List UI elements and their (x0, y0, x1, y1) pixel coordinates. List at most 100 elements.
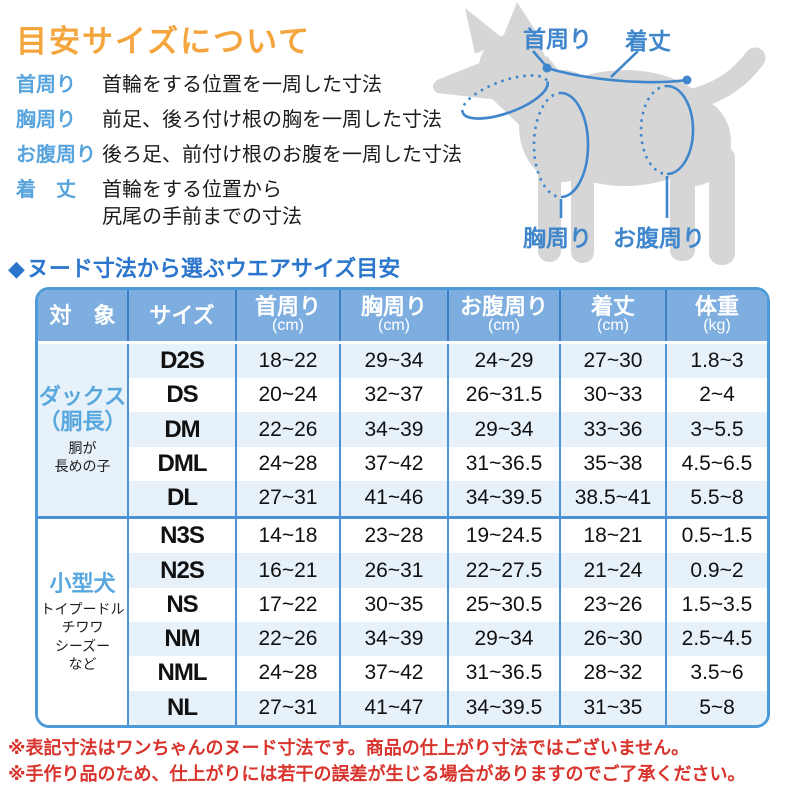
cell-neck: 14~18 (236, 515, 341, 554)
cell-neck: 18~22 (236, 342, 341, 379)
cell-belly: 19~24.5 (448, 515, 561, 554)
cell-neck: 17~22 (236, 587, 341, 622)
header-length: 着丈 (cm) (560, 290, 667, 344)
header-size: サイズ (128, 290, 237, 344)
cell-length: 33~36 (560, 412, 667, 447)
cell-weight: 2.5~4.5 (666, 621, 767, 657)
header-neck: 首周り (cm) (236, 290, 341, 344)
definition-term: 着 丈 (16, 179, 76, 201)
group-dachshund: ダックス （胴長） 胴が 長めの子 (38, 342, 129, 518)
diagram-neck-label: 首周り (523, 26, 592, 52)
size-label: DS (128, 378, 237, 413)
table-row: 小型犬 トイプードル チワワ シーズー など N3S 14~18 23~28 1… (38, 515, 767, 725)
diagram-length-label: 着丈 (625, 28, 671, 54)
size-label: DML (128, 446, 237, 482)
definition-desc: 後ろ足、前付け根のお腹を一周した寸法 (102, 144, 462, 166)
definition-length: 着 丈 首輪をする位置から 尻尾の手前までの寸法 (16, 177, 462, 231)
diamond-bullet-icon: ◆ (8, 256, 25, 281)
definition-term: お腹周り (16, 144, 96, 166)
definition-desc-line2: 尻尾の手前までの寸法 (102, 206, 302, 228)
footnote-handmade: ※手作り品のため、仕上がりには若干の誤差が生じる場合がありますのでご了承ください… (8, 764, 746, 784)
diagram-chest-label: 胸周り (523, 225, 592, 251)
cell-neck: 24~28 (236, 446, 341, 482)
diagram-belly-label: お腹周り (613, 225, 705, 251)
cell-weight: 1.8~3 (666, 342, 767, 379)
table-row: DML 24~28 37~42 31~36.5 35~38 4.5~6.5 (38, 446, 767, 482)
cell-length: 28~32 (560, 656, 667, 691)
length-leader-line (610, 50, 639, 78)
definition-desc-line1: 首輪をする位置から (102, 179, 282, 201)
cell-neck: 27~31 (236, 481, 341, 518)
cell-chest: 41~47 (340, 690, 449, 725)
dog-silhouette-illustration (433, 2, 766, 265)
size-label: D2S (128, 342, 237, 379)
cell-belly: 34~39.5 (448, 690, 561, 725)
definition-desc: 前足、後ろ付け根の胸を一周した寸法 (102, 109, 442, 131)
belly-measure-ellipse (639, 84, 695, 176)
cell-chest: 26~31 (340, 553, 449, 588)
definition-belly: お腹周り 後ろ足、前付け根のお腹を一周した寸法 (16, 142, 462, 169)
chest-measure-ellipse (532, 91, 590, 199)
cell-belly: 34~39.5 (448, 481, 561, 518)
cell-neck: 27~31 (236, 690, 341, 725)
cell-weight: 1.5~3.5 (681, 592, 753, 616)
cell-belly: 29~34 (448, 621, 561, 657)
header-belly: お腹周り (cm) (448, 290, 561, 344)
definition-term: 首周り (16, 74, 76, 96)
size-label: NM (128, 621, 237, 657)
page-title: 目安サイズについて (16, 24, 312, 59)
size-label: NS (128, 587, 237, 622)
neck-leader-line (532, 50, 547, 67)
cell-chest: 37~42 (340, 656, 449, 691)
table-header-row: 対 象 サイズ 首周り (cm) 胸周り (cm) お腹周り (cm) 着丈 (cm) … (38, 290, 767, 344)
table-row: ダックス （胴長） 胴が 長めの子 D2S 18~22 29~34 24~29 … (38, 342, 767, 518)
cell-length: 23~26 (560, 587, 667, 622)
group-small-dog: 小型犬 トイプードル チワワ シーズー など (38, 515, 129, 725)
cell-length: 18~21 (560, 515, 667, 554)
size-label: DM (128, 412, 237, 447)
size-label: NML (128, 656, 237, 691)
dog-measurement-diagram: 首周り 着丈 胸周り お腹周り (425, 0, 800, 272)
back-length-line (546, 66, 688, 84)
cell-weight: 0.5~1.5 (666, 515, 767, 554)
definition-term: 胸周り (16, 109, 76, 131)
definition-neck: 首周り 首輪をする位置を一周した寸法 (16, 72, 462, 99)
definition-desc: 首輪をする位置から 尻尾の手前までの寸法 (102, 177, 302, 231)
table-row: NL 27~31 41~47 34~39.5 31~35 5~8 (38, 690, 767, 725)
table-row: N2S 16~21 26~31 22~27.5 21~24 0.9~2 (38, 553, 767, 588)
cell-weight: 5.5~8 (666, 481, 767, 518)
table-row: NM 22~26 34~39 29~34 26~30 2.5~4.5 (38, 621, 767, 657)
cell-chest: 34~39 (340, 621, 449, 657)
cell-neck: 22~26 (236, 621, 341, 657)
measurement-definitions: 首周り 首輪をする位置を一周した寸法 胸周り 前足、後ろ付け根の胸を一周した寸法… (16, 72, 462, 239)
cell-length: 27~30 (560, 342, 667, 379)
cell-belly: 31~36.5 (448, 446, 561, 482)
cell-length: 35~38 (560, 446, 667, 482)
footnotes: ※表記寸法はワンちゃんのヌード寸法です。商品の仕上がり寸法ではございません。 ※… (8, 735, 746, 787)
neck-measure-ellipse (461, 74, 549, 120)
cell-belly: 25~30.5 (448, 587, 561, 622)
table-section-title: ◆ヌード寸法から選ぶウエアサイズ目安 (8, 251, 400, 283)
cell-weight: 3.5~6 (690, 661, 744, 685)
cell-weight: 3~5.5 (666, 412, 767, 447)
size-table: 対 象 サイズ 首周り (cm) 胸周り (cm) お腹周り (cm) 着丈 (cm) … (35, 287, 770, 728)
cell-length: 38.5~41 (560, 481, 667, 518)
size-label: NL (128, 690, 237, 725)
definition-desc: 首輪をする位置を一周した寸法 (102, 74, 382, 96)
size-label: N2S (128, 553, 237, 588)
cell-weight: 0.9~2 (666, 553, 767, 588)
cell-length: 21~24 (560, 553, 667, 588)
cell-neck: 22~26 (236, 412, 341, 447)
cell-chest: 30~35 (340, 587, 449, 622)
cell-weight: 4.5~6.5 (681, 451, 753, 475)
cell-length: 30~33 (560, 378, 667, 413)
cell-belly: 26~31.5 (448, 378, 561, 413)
cell-chest: 32~37 (340, 378, 449, 413)
cell-belly: 29~34 (448, 412, 561, 447)
cell-length: 31~35 (560, 690, 667, 725)
section-title-text: ヌード寸法から選ぶウエアサイズ目安 (26, 256, 401, 281)
table-row: NS 17~22 30~35 25~30.5 23~26 1.5~3.5 (38, 587, 767, 622)
cell-belly: 31~36.5 (448, 656, 561, 691)
cell-neck: 24~28 (236, 656, 341, 691)
